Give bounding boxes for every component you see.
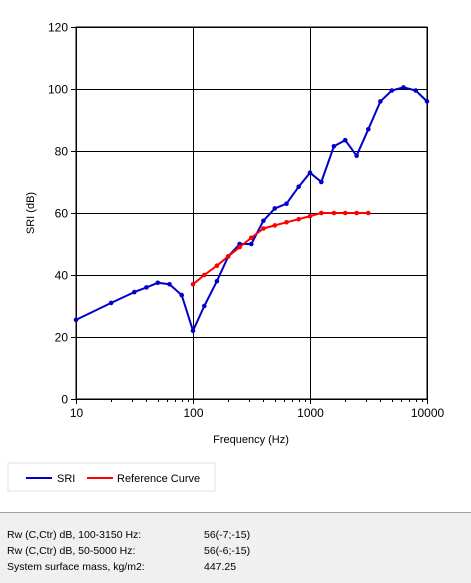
data-point-sri [424, 99, 430, 104]
data-point-sri [366, 127, 371, 132]
data-point-reference-curve [214, 263, 220, 269]
y-tick-label: 80 [55, 145, 69, 159]
results-panel: Rw (C,Ctr) dB, 100-3150 Hz: 56(-7;-15) R… [0, 512, 471, 583]
legend-label-reference: Reference Curve [117, 473, 200, 485]
data-point-sri [73, 317, 79, 323]
data-point-reference-curve [284, 220, 289, 225]
data-point-reference-curve [261, 226, 266, 231]
rw-50-5000-value: 56(-6;-15) [204, 545, 251, 557]
y-tick-label: 0 [61, 393, 68, 407]
data-point-sri [108, 300, 114, 306]
data-point-sri [284, 201, 289, 206]
y-tick-label: 120 [48, 21, 68, 35]
y-axis-label: SRI (dB) [25, 192, 37, 234]
legend: SRI Reference Curve [7, 462, 216, 492]
data-point-sri [319, 179, 324, 185]
data-point-reference-curve [307, 213, 313, 219]
y-tick-label: 20 [55, 331, 69, 345]
surface-mass-value: 447.25 [204, 561, 237, 573]
x-tick-label: 1000 [297, 406, 324, 420]
data-point-sri [354, 153, 359, 158]
data-point-sri [342, 137, 348, 143]
data-point-reference-curve [319, 210, 324, 216]
rw-100-3150-value: 56(-7;-15) [204, 529, 251, 541]
sri-chart: 10 100 1000 10000 0 20 40 60 80 100 120 Frequency … [7, 21, 445, 492]
data-point-sri [214, 278, 220, 284]
data-point-sri [307, 170, 313, 175]
data-point-sri [179, 292, 184, 298]
data-point-reference-curve [237, 244, 242, 250]
data-point-reference-curve [202, 272, 207, 278]
axis-ticks: 10 100 1000 10000 0 20 40 60 80 100 120 [48, 21, 445, 421]
data-point-reference-curve [249, 235, 254, 241]
grid [76, 27, 428, 400]
x-tick-label: 100 [183, 406, 203, 420]
data-point-sri [249, 241, 254, 247]
surface-mass-row: System surface mass, kg/m2: 447.25 [0, 561, 471, 574]
x-tick-label: 10000 [411, 406, 445, 420]
series-line-sri [75, 86, 428, 332]
legend-label-sri: SRI [57, 473, 75, 485]
data-point-sri [331, 144, 337, 149]
data-point-reference-curve [225, 254, 231, 259]
data-point-sri [167, 282, 172, 287]
data-point-sri [190, 328, 196, 334]
x-tick-label: 10 [70, 406, 84, 420]
data-point-sri [272, 206, 278, 211]
data-point-sri [296, 184, 302, 189]
data-point-sri [155, 280, 161, 286]
data-point-sri [401, 85, 406, 90]
data-point-reference-curve [272, 223, 278, 228]
data-point-reference-curve [366, 210, 371, 216]
data-point-reference-curve [342, 210, 348, 216]
rw-100-3150-row: Rw (C,Ctr) dB, 100-3150 Hz: 56(-7;-15) [0, 529, 471, 542]
y-tick-label: 100 [48, 83, 68, 97]
rw-50-5000-label: Rw (C,Ctr) dB, 50-5000 Hz: [7, 545, 136, 557]
series-layer [73, 85, 430, 334]
data-point-sri [132, 289, 137, 295]
chart-panel: 10 100 1000 10000 0 20 40 60 80 100 120 Frequency … [0, 0, 471, 512]
data-point-reference-curve [331, 210, 337, 216]
data-point-reference-curve [190, 282, 196, 287]
x-axis-label: Frequency (Hz) [213, 434, 289, 446]
surface-mass-label: System surface mass, kg/m2: [7, 561, 145, 573]
data-point-reference-curve [296, 216, 302, 222]
data-point-sri [202, 303, 207, 309]
y-tick-label: 60 [55, 207, 69, 221]
data-point-sri [144, 285, 149, 290]
data-point-sri [389, 88, 395, 93]
data-point-reference-curve [354, 210, 359, 216]
rw-50-5000-row: Rw (C,Ctr) dB, 50-5000 Hz: 56(-6;-15) [0, 545, 471, 558]
data-point-sri [378, 99, 383, 104]
data-point-sri [413, 88, 419, 93]
rw-100-3150-label: Rw (C,Ctr) dB, 100-3150 Hz: [7, 529, 142, 541]
data-point-sri [261, 218, 266, 224]
y-tick-label: 40 [55, 269, 69, 283]
series-line-reference-curve [192, 212, 369, 286]
